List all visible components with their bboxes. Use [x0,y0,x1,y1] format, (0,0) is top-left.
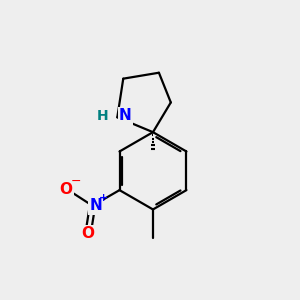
Text: O: O [59,182,72,197]
Text: N: N [119,108,131,123]
Text: H: H [97,109,109,123]
Text: O: O [82,226,94,242]
Text: N: N [90,198,102,213]
Text: +: + [99,193,108,203]
Text: −: − [70,175,81,188]
